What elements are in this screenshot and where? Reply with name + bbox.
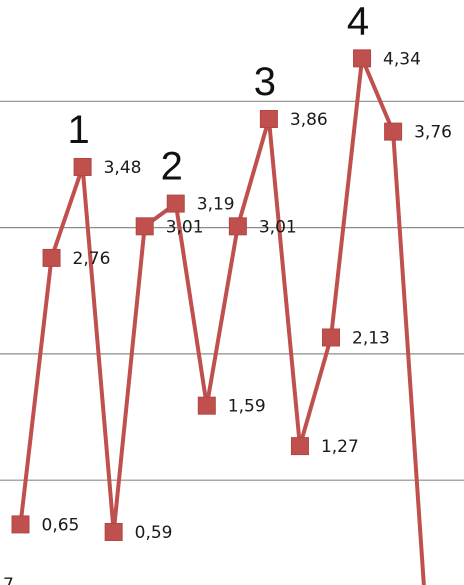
data-point-marker (104, 522, 123, 541)
data-label: 3,76 (414, 123, 452, 143)
data-point-marker (166, 194, 185, 213)
data-point-marker (228, 217, 247, 236)
data-point-marker (73, 157, 92, 176)
data-label: 1,59 (228, 397, 266, 417)
data-label: 3,01 (259, 217, 297, 237)
peak-number-label: 2 (161, 145, 183, 189)
data-label: 1,27 (321, 437, 359, 457)
data-point-marker (135, 217, 154, 236)
peak-number-label: 3 (254, 60, 276, 104)
data-point-marker (42, 248, 61, 267)
data-point-marker (197, 396, 216, 415)
data-point-marker (290, 437, 309, 456)
series-line (18, 56, 426, 585)
data-label: 2,76 (73, 249, 111, 269)
series-line-layer (18, 56, 426, 585)
data-point-marker (259, 109, 278, 128)
data-label: 0,59 (135, 523, 173, 543)
data-label: 3,48 (104, 158, 142, 178)
axis-tick-label: 7 (3, 575, 14, 585)
data-label: 3,01 (166, 217, 204, 237)
data-point-marker (322, 328, 340, 347)
data-label: 2,13 (352, 328, 390, 348)
data-point-marker (384, 122, 403, 141)
data-label: 0,65 (42, 515, 80, 535)
data-label: 3,86 (290, 110, 328, 130)
peak-number-label: 4 (347, 0, 369, 43)
peak-number-label: 1 (67, 108, 89, 152)
data-label: 4,34 (383, 49, 421, 69)
data-label: 3,19 (197, 195, 235, 215)
data-point-marker (11, 515, 30, 534)
peak-labels: 1 2 3 4 (67, 0, 369, 189)
data-point-marker (353, 49, 372, 68)
data-labels: 0,652,763,480,593,013,191,593,013,861,27… (42, 49, 452, 543)
markers (11, 49, 403, 541)
